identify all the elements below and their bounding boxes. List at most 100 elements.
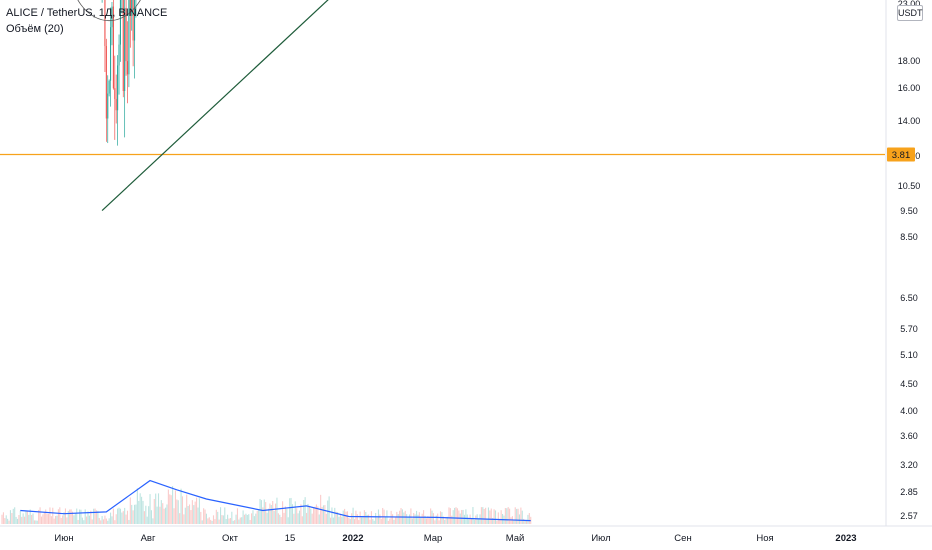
volume-bar [1,514,3,524]
volume-bar [26,510,28,524]
volume-bar [126,510,129,524]
volume-bar [527,514,529,524]
volume-bar [222,515,224,524]
volume-bar [152,518,154,524]
volume-bar [46,513,48,524]
volume-bar [359,511,361,524]
support-trendline[interactable] [101,0,605,212]
volume-bar [394,517,396,524]
volume-bar [287,517,289,524]
candle-body [122,0,124,91]
volume-bar [249,519,251,524]
volume-bar [98,518,100,524]
volume-bar [153,499,155,524]
volume-bar [358,520,360,524]
candle-body [117,65,119,111]
volume-bar [49,507,51,524]
volume-bar [169,494,171,524]
volume-bar [270,505,272,524]
volume-bar [111,516,113,524]
volume-bar [197,507,199,524]
volume-bar [300,504,302,524]
volume-bar [307,503,309,524]
volume-bar [251,513,253,524]
volume-bar [7,518,9,524]
candle-body [115,98,117,111]
volume-bar [463,514,466,524]
volume-bar [518,514,521,524]
volume-bar [442,516,444,524]
volume-bar [362,515,364,524]
volume-bar [447,516,449,524]
level-price-label: 3.81 [892,150,911,161]
volume-bar [524,520,526,524]
volume-study-label[interactable]: Объём (20) [6,23,64,35]
time-tick-label: Мар [424,533,443,544]
volume-bar [170,495,172,524]
volume-bar [411,518,413,524]
candle-body [105,46,107,119]
volume-bar [396,511,398,524]
volume-bar [133,504,136,524]
volume-bar [438,520,440,524]
volume-bar [352,507,354,524]
volume-bar [112,508,114,524]
volume-bar [310,508,312,524]
time-tick-label: 15 [285,533,296,544]
volume-bar [16,518,19,524]
volume-bar [64,508,66,524]
volume-bar [499,519,501,524]
volume-bar [47,513,50,524]
volume-bar [260,500,262,524]
candle-body [132,0,134,41]
volume-bar [184,507,186,524]
volume-bar [42,514,44,524]
volume-bar [493,509,495,524]
volume-bar [458,510,460,524]
volume-bar [201,520,203,524]
volume-bar [265,502,267,524]
volume-bar [349,519,351,524]
volume-bar [194,501,196,524]
time-tick-label: Май [506,533,525,544]
volume-bar [224,507,226,524]
volume-bar [22,513,24,524]
volume-bar [139,493,141,524]
volume-bar [335,511,337,524]
volume-bar [125,514,127,524]
volume-bar [227,514,229,524]
volume-bar [452,510,454,524]
volume-bar [105,518,107,524]
symbol-title[interactable]: ALICE / TetherUS, 1Д, BINANCE [6,7,168,19]
volume-bar [437,513,439,524]
volume-bar [424,515,426,524]
volume-bar [84,509,86,524]
volume-bar [67,510,69,524]
volume-bar [245,513,247,524]
volume-bar [513,520,515,524]
volume-bar [506,508,508,524]
volume-bar [187,505,189,524]
volume-bar [473,519,475,524]
volume-bar [472,507,474,524]
circle-annotation[interactable] [69,0,149,22]
volume-bar [516,508,518,524]
volume-bar [243,514,246,524]
volume-bar [368,514,370,524]
volume-bar [18,514,20,524]
level-price-tag [887,147,915,162]
volume-bar [504,508,506,524]
volume-bar [29,509,31,524]
volume-bar [502,513,504,524]
volume-bar [239,517,241,524]
volume-bar [294,501,296,524]
volume-bar [466,514,468,524]
currency-selector[interactable]: USDT [897,5,923,21]
volume-ma-line [20,479,531,522]
volume-bar [83,520,85,524]
price-tick-label: 3.20 [900,460,918,470]
price-tick-label: 18.00 [898,56,921,66]
volume-bar [177,500,179,524]
volume-bar [417,514,419,524]
